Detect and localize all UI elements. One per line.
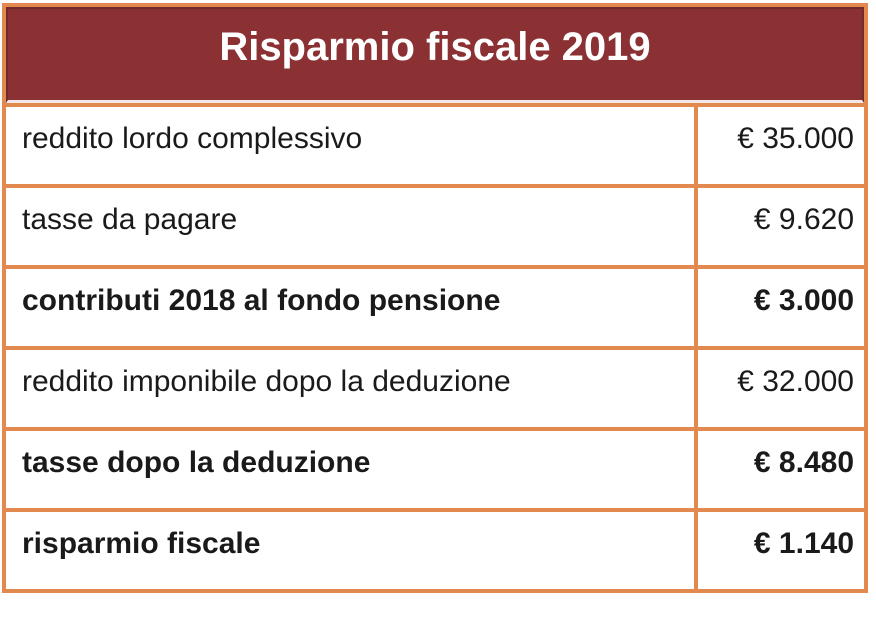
table-title: Risparmio fiscale 2019	[219, 25, 651, 69]
table-row-gross-income: reddito lordo complessivo € 35.000	[6, 103, 864, 184]
table-row-pension-contributions: contributi 2018 al fondo pensione € 3.00…	[6, 265, 864, 346]
row-value: € 8.480	[694, 431, 864, 508]
row-label: contributi 2018 al fondo pensione	[22, 284, 501, 317]
tax-savings-table: Risparmio fiscale 2019 reddito lordo com…	[2, 3, 868, 593]
row-label: risparmio fiscale	[22, 527, 261, 560]
row-label: tasse dopo la deduzione	[22, 446, 371, 479]
table-row-taxable-income-after-deduction: reddito imponibile dopo la deduzione € 3…	[6, 346, 864, 427]
row-value: € 9.620	[694, 188, 864, 265]
table-row-tax-savings: risparmio fiscale € 1.140	[6, 508, 864, 589]
row-value: € 3.000	[694, 269, 864, 346]
table-row-taxes-after-deduction: tasse dopo la deduzione € 8.480	[6, 427, 864, 508]
table-row-taxes-due: tasse da pagare € 9.620	[6, 184, 864, 265]
row-label: tasse da pagare	[22, 203, 238, 236]
row-value: € 32.000	[694, 350, 864, 427]
row-label: reddito imponibile dopo la deduzione	[22, 365, 511, 398]
table-title-bar: Risparmio fiscale 2019	[6, 7, 864, 103]
row-value: € 35.000	[694, 107, 864, 184]
row-label: reddito lordo complessivo	[22, 122, 363, 155]
row-value: € 1.140	[694, 512, 864, 589]
